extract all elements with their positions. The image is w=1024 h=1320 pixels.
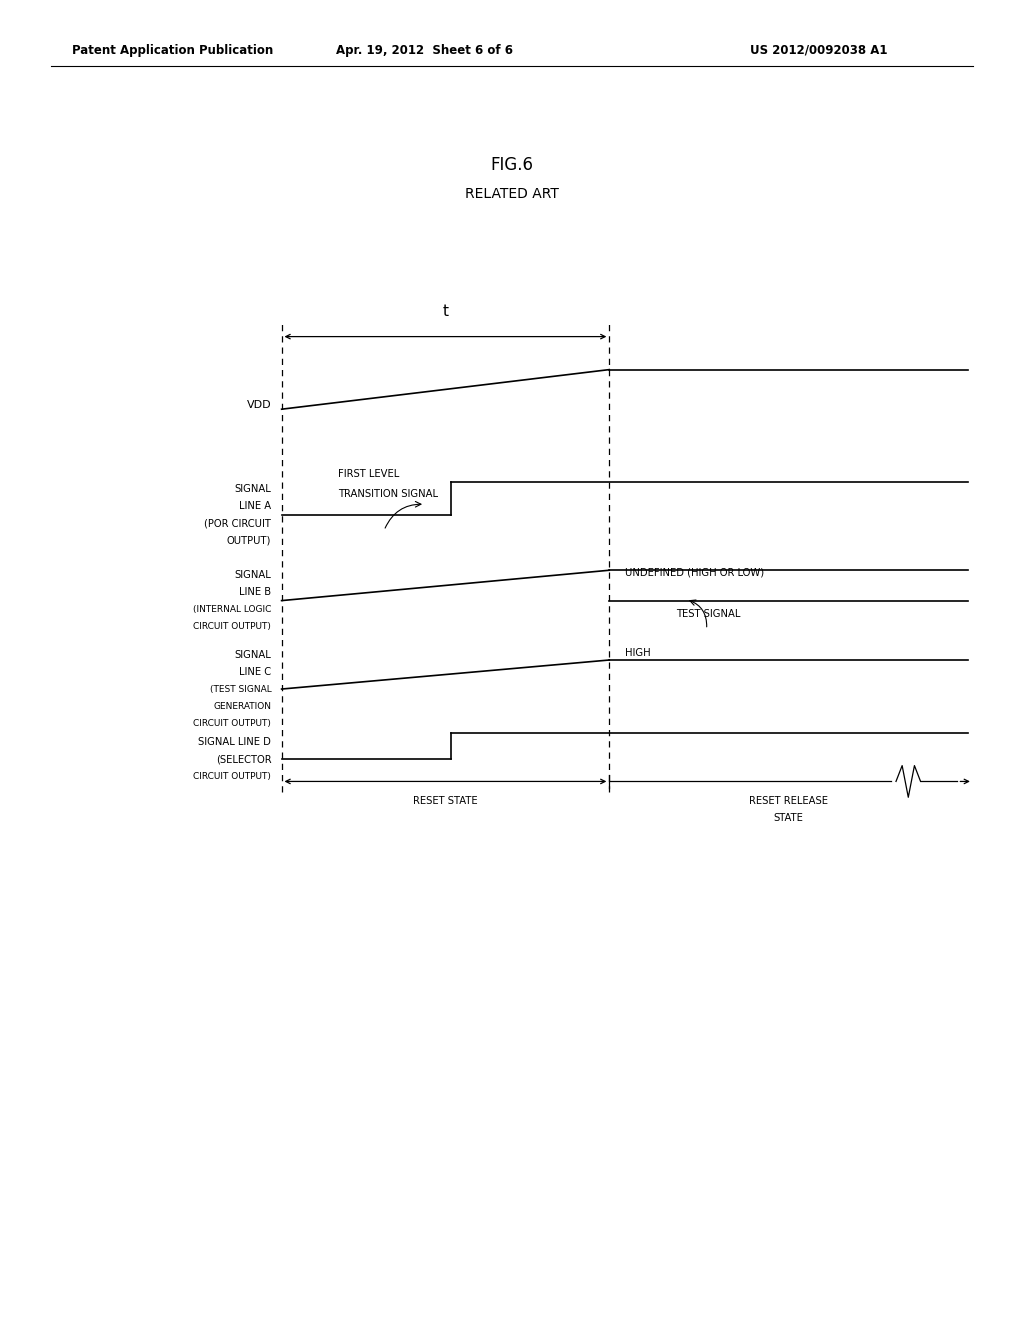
Text: (POR CIRCUIT: (POR CIRCUIT: [205, 519, 271, 528]
Text: (SELECTOR: (SELECTOR: [216, 754, 271, 764]
Text: Patent Application Publication: Patent Application Publication: [72, 44, 273, 57]
Text: FIG.6: FIG.6: [490, 156, 534, 174]
Text: TEST SIGNAL: TEST SIGNAL: [676, 609, 740, 619]
Text: CIRCUIT OUTPUT): CIRCUIT OUTPUT): [194, 772, 271, 780]
Text: STATE: STATE: [773, 813, 804, 824]
Text: TRANSITION SIGNAL: TRANSITION SIGNAL: [338, 488, 438, 499]
Text: VDD: VDD: [247, 400, 271, 411]
Text: OUTPUT): OUTPUT): [227, 536, 271, 545]
Text: CIRCUIT OUTPUT): CIRCUIT OUTPUT): [194, 622, 271, 631]
Text: SIGNAL: SIGNAL: [234, 649, 271, 660]
Text: GENERATION: GENERATION: [213, 702, 271, 710]
Text: Apr. 19, 2012  Sheet 6 of 6: Apr. 19, 2012 Sheet 6 of 6: [337, 44, 513, 57]
Text: SIGNAL: SIGNAL: [234, 570, 271, 579]
Text: (TEST SIGNAL: (TEST SIGNAL: [210, 685, 271, 693]
Text: t: t: [442, 305, 449, 319]
Text: UNDEFINED (HIGH OR LOW): UNDEFINED (HIGH OR LOW): [625, 568, 764, 577]
Text: FIRST LEVEL: FIRST LEVEL: [338, 469, 399, 479]
Text: LINE B: LINE B: [240, 587, 271, 597]
Text: US 2012/0092038 A1: US 2012/0092038 A1: [751, 44, 888, 57]
Text: CIRCUIT OUTPUT): CIRCUIT OUTPUT): [194, 719, 271, 727]
Text: RESET RELEASE: RESET RELEASE: [749, 796, 828, 807]
Text: HIGH: HIGH: [625, 648, 650, 659]
Text: LINE A: LINE A: [240, 502, 271, 511]
Text: (INTERNAL LOGIC: (INTERNAL LOGIC: [193, 605, 271, 614]
Text: SIGNAL LINE D: SIGNAL LINE D: [199, 737, 271, 747]
Text: RELATED ART: RELATED ART: [465, 187, 559, 201]
Text: SIGNAL: SIGNAL: [234, 484, 271, 494]
Text: LINE C: LINE C: [240, 667, 271, 677]
Text: RESET STATE: RESET STATE: [413, 796, 478, 807]
